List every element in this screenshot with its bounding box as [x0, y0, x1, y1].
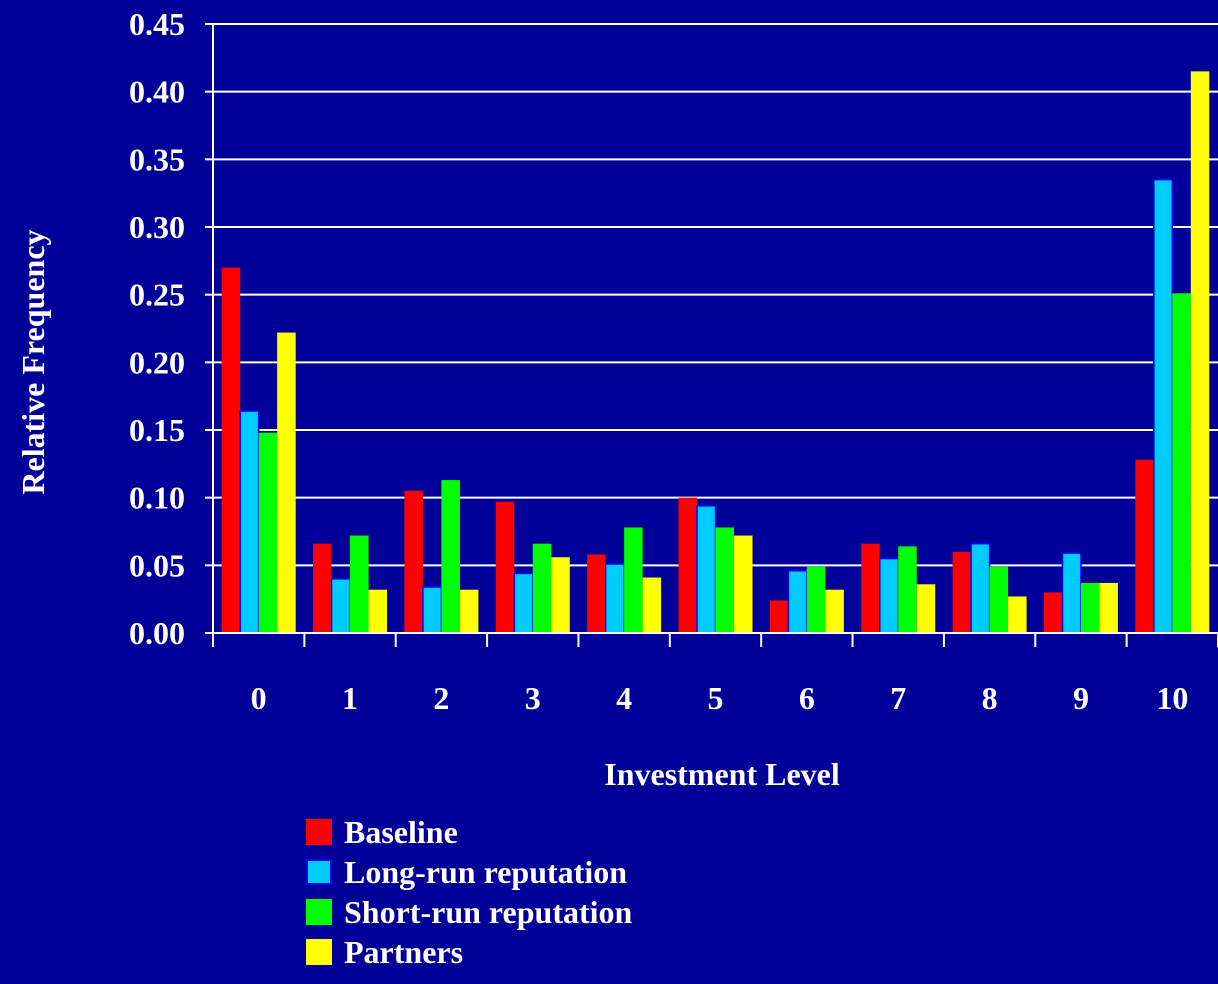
bar-partners-7	[916, 584, 936, 633]
legend: Baseline Long-run reputation Short-run r…	[306, 812, 632, 972]
y-tick-label: 0.10	[129, 480, 185, 516]
x-tick-label: 6	[799, 680, 815, 716]
y-axis-title: Relative Frequency	[15, 229, 51, 494]
legend-item-partners: Partners	[306, 932, 632, 972]
bar-baseline-10	[1135, 459, 1154, 633]
x-tick-label: 9	[1073, 680, 1089, 716]
bar-partners-6	[825, 589, 844, 633]
y-tick-label: 0.15	[129, 412, 185, 448]
bar-short-run-reputation-9	[1080, 582, 1100, 633]
x-axis-title: Investment Level	[604, 756, 840, 792]
bar-long-run-reputation-7	[878, 557, 899, 634]
bar-baseline-4	[587, 554, 606, 633]
bar-short-run-reputation-0	[258, 432, 278, 633]
bar-baseline-9	[1043, 592, 1063, 633]
y-tick-label: 0.25	[129, 277, 185, 313]
y-tick-label: 0.30	[129, 209, 185, 245]
axes	[205, 23, 1218, 647]
y-tick-label: 0.40	[129, 74, 185, 110]
bar-baseline-5	[678, 497, 697, 633]
bar-long-run-reputation-8	[970, 542, 991, 634]
bar-baseline-7	[861, 543, 880, 633]
bar-baseline-2	[404, 490, 423, 633]
bar-long-run-reputation-1	[330, 578, 351, 634]
bar-partners-4	[642, 577, 662, 633]
x-tick-label: 5	[708, 680, 724, 716]
legend-item-short-run-reputation: Short-run reputation	[306, 892, 632, 932]
legend-swatch-partners	[306, 939, 332, 965]
bar-short-run-reputation-1	[350, 535, 369, 633]
bar-baseline-8	[952, 551, 972, 633]
bar-long-run-reputation-4	[604, 563, 625, 634]
bar-short-run-reputation-7	[898, 546, 917, 633]
y-tick-label: 0.35	[129, 141, 185, 177]
bar-short-run-reputation-4	[624, 527, 643, 633]
bar-baseline-0	[221, 267, 241, 633]
bars	[221, 71, 1210, 634]
legend-swatch-baseline	[306, 819, 332, 845]
bar-partners-8	[1008, 596, 1027, 633]
bar-long-run-reputation-9	[1061, 552, 1082, 634]
bar-partners-0	[277, 332, 296, 633]
gridlines	[213, 23, 1218, 567]
x-tick-label: 2	[433, 680, 449, 716]
bar-partners-10	[1190, 71, 1210, 633]
bar-short-run-reputation-8	[989, 566, 1009, 633]
y-tick-label: 0.45	[129, 6, 185, 42]
x-tick-label: 7	[890, 680, 906, 716]
bar-long-run-reputation-3	[513, 572, 534, 634]
x-tick-label: 10	[1156, 680, 1188, 716]
y-tick-label: 0.05	[129, 547, 185, 583]
legend-label: Long-run reputation	[344, 854, 628, 890]
bar-baseline-3	[495, 501, 515, 633]
legend-item-long-run-reputation: Long-run reputation	[306, 852, 632, 892]
bar-partners-1	[368, 589, 388, 633]
bar-long-run-reputation-5	[696, 505, 717, 634]
bar-short-run-reputation-3	[532, 543, 552, 633]
bar-short-run-reputation-5	[715, 527, 734, 633]
x-tick-label: 8	[982, 680, 998, 716]
bar-short-run-reputation-6	[806, 566, 826, 633]
bar-partners-3	[551, 557, 570, 633]
legend-label: Short-run reputation	[344, 894, 633, 930]
bar-long-run-reputation-10	[1153, 178, 1174, 634]
bar-long-run-reputation-0	[239, 410, 260, 634]
legend-label: Baseline	[344, 814, 458, 850]
x-tick-label: 1	[342, 680, 358, 716]
legend-label: Partners	[344, 934, 464, 970]
x-tick-label: 4	[616, 680, 632, 716]
y-tick-label: 0.20	[129, 344, 185, 380]
legend-swatch-long-run-reputation	[306, 859, 332, 885]
x-tick-label: 3	[525, 680, 541, 716]
x-tick-label: 0	[251, 680, 267, 716]
bar-partners-5	[734, 535, 753, 633]
tick-labels: 0.00 0.05 0.10 0.15 0.20 0.25 0.30 0.35 0.40 0.45…	[129, 6, 1188, 716]
bar-long-run-reputation-2	[422, 586, 443, 634]
bar-short-run-reputation-10	[1172, 293, 1191, 633]
bar-short-run-reputation-2	[441, 480, 460, 633]
bar-long-run-reputation-6	[787, 569, 808, 634]
bar-partners-9	[1099, 582, 1118, 633]
y-tick-label: 0.00	[129, 615, 185, 651]
legend-item-baseline: Baseline	[306, 812, 632, 852]
bar-baseline-6	[769, 600, 789, 633]
bar-partners-2	[459, 589, 479, 633]
legend-swatch-short-run-reputation	[306, 899, 332, 925]
bar-baseline-1	[313, 543, 332, 633]
